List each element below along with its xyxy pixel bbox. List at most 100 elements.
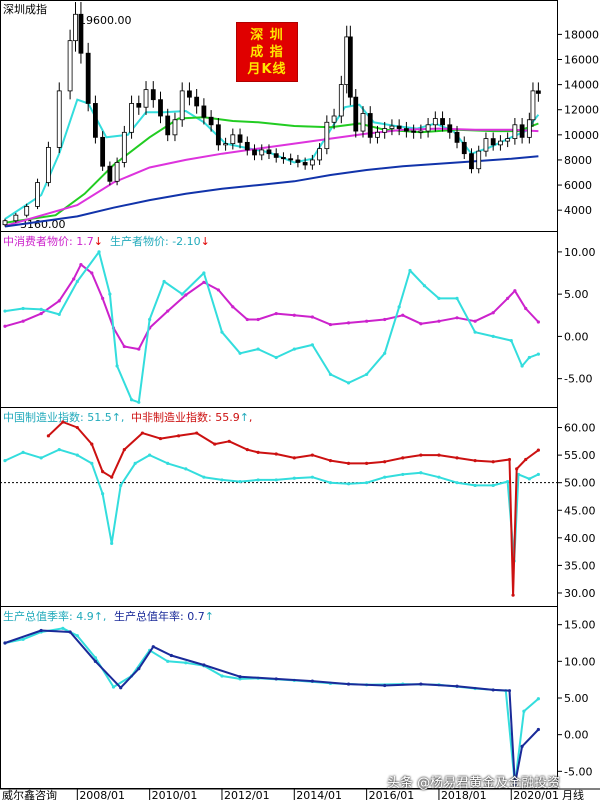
series-point-2 xyxy=(140,431,145,435)
series-point-2 xyxy=(151,645,155,649)
nmi-legend-sep: , xyxy=(249,411,253,424)
candle-body xyxy=(476,150,482,170)
series-point-2 xyxy=(68,630,72,634)
stamp-line-1: 深 圳 xyxy=(250,27,284,43)
candle-body xyxy=(535,90,541,94)
series-point-2 xyxy=(455,456,459,460)
candle-body xyxy=(519,124,525,138)
candle-body xyxy=(244,141,250,151)
y-tick-label: 14000 xyxy=(564,79,599,92)
series-point-2 xyxy=(227,439,231,443)
series-point-2 xyxy=(57,312,61,317)
series-point-1 xyxy=(166,659,170,663)
series-point-1 xyxy=(437,319,441,323)
series-point-1 xyxy=(184,293,188,297)
stamp-badge: 深 圳 成 指 月K线 xyxy=(236,22,298,82)
series-point-2 xyxy=(39,307,43,311)
series-point-2 xyxy=(101,470,105,474)
candle-body xyxy=(461,141,467,155)
series-line-2 xyxy=(4,629,540,786)
series-point-2 xyxy=(536,352,540,356)
series-point-1 xyxy=(39,311,43,316)
series-point-2 xyxy=(365,461,369,465)
candle-body xyxy=(288,158,294,161)
x-tick-label: 2014/01 xyxy=(296,789,342,800)
gdp-q-legend-sep: , xyxy=(103,610,107,623)
series-point-1 xyxy=(328,322,333,327)
candle-body xyxy=(447,124,453,133)
candle-body xyxy=(107,165,113,182)
pmi-panel: 中国制造业指数: 51.5↑, 中非制造业指数: 55.9↑, 60.0055.… xyxy=(0,407,596,607)
nmi-legend: 中非制造业指数: 55.9↑, xyxy=(131,410,252,424)
series-point-1 xyxy=(491,483,495,488)
series-point-1 xyxy=(57,448,61,452)
series-point-2 xyxy=(419,453,423,457)
candle-body xyxy=(223,143,228,146)
series-point-2 xyxy=(21,306,25,311)
candle-body xyxy=(45,146,51,183)
series-point-2 xyxy=(220,330,224,334)
series-point-2 xyxy=(238,351,242,355)
series-point-1 xyxy=(527,477,531,481)
series-point-1 xyxy=(524,306,528,311)
candle-body xyxy=(150,89,156,101)
series-point-2 xyxy=(292,456,296,460)
series-point-1 xyxy=(111,685,116,689)
series-point-1 xyxy=(256,478,260,482)
series-point-1 xyxy=(133,461,137,465)
series-point-2 xyxy=(491,334,495,338)
candle-body xyxy=(454,131,460,143)
series-point-2 xyxy=(422,284,427,288)
series-point-2 xyxy=(536,448,540,452)
gdp-y-legend-name: 生产总值年率 xyxy=(114,609,180,623)
candle-body xyxy=(360,113,366,132)
candle-body xyxy=(78,13,84,54)
series-point-2 xyxy=(328,372,333,377)
series-point-2 xyxy=(536,727,540,732)
candle-body xyxy=(382,128,388,133)
y-tick-label: 6000 xyxy=(564,179,592,192)
pmi-panel-marks xyxy=(0,420,557,597)
pmi-legend-name: 中国制造业指数 xyxy=(3,410,80,424)
candle-body xyxy=(179,90,185,121)
candle-body xyxy=(13,214,19,222)
candle-body xyxy=(375,131,380,138)
candle-body xyxy=(526,119,532,138)
candle-body xyxy=(67,40,73,92)
cpi-legend: 中消费者物价: 1.7↓ xyxy=(3,234,103,248)
y-tick-label: 16000 xyxy=(564,54,599,67)
series-point-2 xyxy=(213,442,217,446)
series-point-2 xyxy=(365,372,369,377)
series-point-1 xyxy=(166,309,170,313)
series-point-1 xyxy=(21,319,25,323)
series-point-1 xyxy=(231,305,235,309)
candle-body xyxy=(483,138,489,152)
series-point-2 xyxy=(310,343,314,347)
series-point-1 xyxy=(110,541,114,545)
cpi-ppi-panel-marks xyxy=(3,250,540,404)
pmi-panel-frame xyxy=(0,407,558,607)
candle-body xyxy=(114,162,120,182)
candle-body xyxy=(338,84,344,117)
series-point-2 xyxy=(119,686,123,690)
source-label: 威尔鑫咨询 xyxy=(2,788,57,800)
gdp-y-legend: 生产总值年率: 0.7↑ xyxy=(114,609,214,623)
y-tick-label: -5.00 xyxy=(564,765,592,778)
candle-body xyxy=(498,140,503,146)
series-point-1 xyxy=(61,626,65,630)
series-point-1 xyxy=(506,296,510,300)
series-point-2 xyxy=(346,682,351,686)
candle-body xyxy=(512,124,518,139)
series-line-2 xyxy=(47,421,539,597)
pmi-legend-sep: , xyxy=(121,411,125,424)
series-line-1 xyxy=(4,263,540,351)
series-point-1 xyxy=(79,262,83,267)
gdp-y-up-arrow-icon: ↑ xyxy=(205,610,214,623)
candle-body xyxy=(418,130,424,133)
series-point-2 xyxy=(520,744,524,749)
candle-body xyxy=(302,162,308,166)
y-tick-label: 18000 xyxy=(564,28,599,41)
series-point-2 xyxy=(238,675,242,679)
series-point-1 xyxy=(455,481,459,485)
